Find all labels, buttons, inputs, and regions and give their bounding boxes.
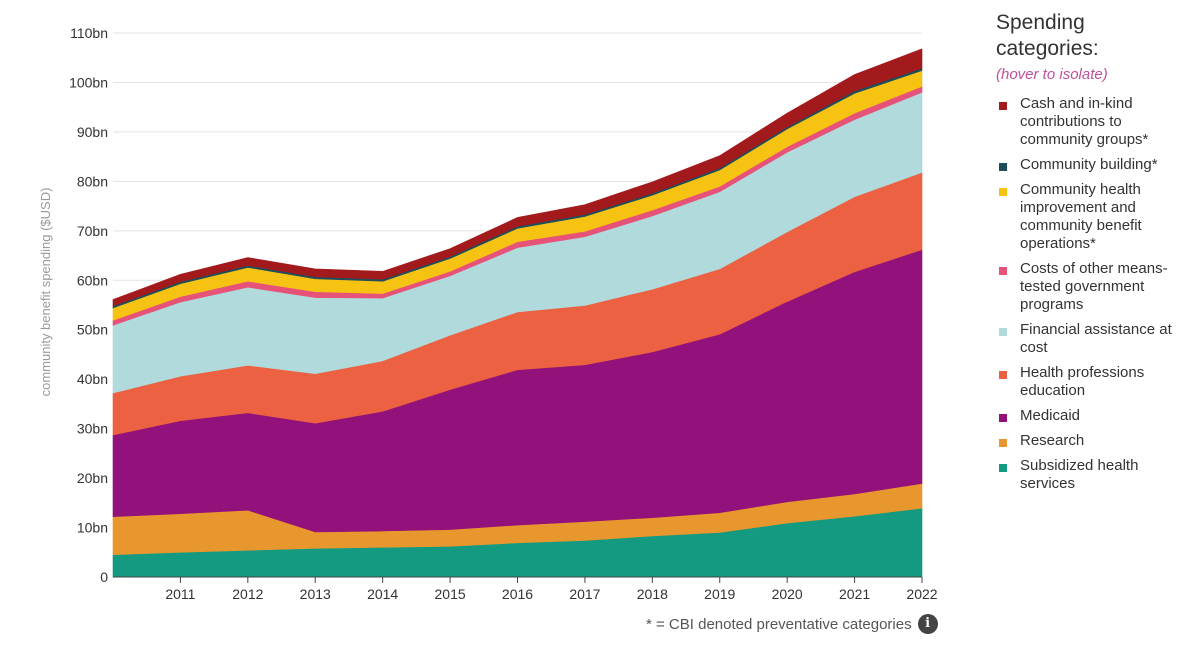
legend-label: Subsidized health services bbox=[1020, 457, 1139, 492]
legend-swatch bbox=[999, 267, 1007, 275]
y-tick-label: 70bn bbox=[77, 223, 108, 239]
x-tick-label: 2016 bbox=[502, 586, 533, 602]
legend-swatch bbox=[999, 188, 1007, 196]
x-tick-label: 2017 bbox=[569, 586, 600, 602]
area-series[interactable] bbox=[112, 48, 923, 578]
x-tick-label: 2015 bbox=[435, 586, 466, 602]
legend-swatch bbox=[999, 102, 1007, 110]
legend-label: Financial assistance at cost bbox=[1020, 321, 1172, 356]
footnote: * = CBI denoted preventative categories … bbox=[646, 614, 938, 634]
y-tick-label: 0 bbox=[100, 569, 108, 585]
legend-item[interactable]: Community health improvement and communi… bbox=[996, 181, 1192, 253]
x-tick-label: 2014 bbox=[367, 586, 398, 602]
axes: 0 10bn 20bn 30bn 40bn 50bn 60bn 70bn 80bn 90bn 100… bbox=[69, 25, 938, 602]
x-tick-label: 2019 bbox=[704, 586, 735, 602]
x-tick-label: 2022 bbox=[906, 586, 937, 602]
legend-item[interactable]: Community building* bbox=[996, 156, 1192, 174]
y-tick-label: 100bn bbox=[69, 74, 108, 90]
x-tick-label: 2012 bbox=[232, 586, 263, 602]
legend-title: Spending categories: bbox=[996, 11, 1099, 60]
y-tick-label: 40bn bbox=[77, 371, 108, 387]
x-tick-label: 2021 bbox=[839, 586, 870, 602]
legend-item[interactable]: Cash and in-kind contributions to commun… bbox=[996, 95, 1192, 149]
y-tick-label: 90bn bbox=[77, 124, 108, 140]
y-tick-label: 110bn bbox=[70, 25, 108, 41]
legend-item[interactable]: Medicaid bbox=[996, 407, 1192, 425]
y-tick-label: 50bn bbox=[77, 322, 108, 338]
legend-swatch bbox=[999, 414, 1007, 422]
legend-item[interactable]: Health professions education bbox=[996, 364, 1192, 400]
legend-label: Community building* bbox=[1020, 156, 1158, 173]
legend-swatch bbox=[999, 371, 1007, 379]
y-tick-label: 80bn bbox=[77, 173, 108, 189]
footnote-text: * = CBI denoted preventative categories bbox=[646, 615, 912, 633]
info-icon[interactable]: i bbox=[917, 614, 938, 634]
stacked-area-chart: 0 10bn 20bn 30bn 40bn 50bn 60bn 70bn 80bn 90bn 100… bbox=[38, 25, 938, 602]
x-tick-label: 2018 bbox=[637, 586, 668, 602]
legend-label: Health professions education bbox=[1020, 364, 1145, 399]
legend-swatch bbox=[999, 464, 1007, 472]
legend-item[interactable]: Research bbox=[996, 432, 1192, 450]
legend-swatch bbox=[999, 439, 1007, 447]
y-axis-title: community benefit spending ($USD) bbox=[38, 188, 53, 397]
area-cash-and-in-kind-contributions-to-community-groups[interactable] bbox=[112, 48, 923, 307]
y-tick-label: 20bn bbox=[77, 470, 108, 486]
legend-label: Community health improvement and communi… bbox=[1020, 181, 1142, 252]
x-tick-label: 2013 bbox=[300, 586, 331, 602]
legend-label: Costs of other means-tested government p… bbox=[1020, 260, 1168, 313]
legend-label: Medicaid bbox=[1020, 407, 1081, 424]
legend-item[interactable]: Financial assistance at cost bbox=[996, 321, 1192, 357]
x-tick-label: 2020 bbox=[772, 586, 803, 602]
y-tick-label: 30bn bbox=[77, 421, 108, 437]
legend-swatch bbox=[999, 328, 1007, 336]
legend-swatch bbox=[999, 163, 1007, 171]
legend-label: Cash and in-kind contributions to commun… bbox=[1020, 95, 1149, 148]
y-tick-label: 10bn bbox=[77, 520, 108, 536]
legend-item[interactable]: Subsidized health services bbox=[996, 457, 1192, 493]
legend-items: Cash and in-kind contributions to commun… bbox=[996, 95, 1192, 493]
legend: Spending categories: (hover to isolate) … bbox=[996, 10, 1192, 500]
x-tick-label: 2011 bbox=[165, 586, 195, 602]
legend-subtitle: (hover to isolate) bbox=[996, 66, 1108, 83]
legend-label: Research bbox=[1020, 432, 1085, 449]
legend-item[interactable]: Costs of other means-tested government p… bbox=[996, 260, 1192, 314]
y-tick-label: 60bn bbox=[77, 272, 108, 288]
